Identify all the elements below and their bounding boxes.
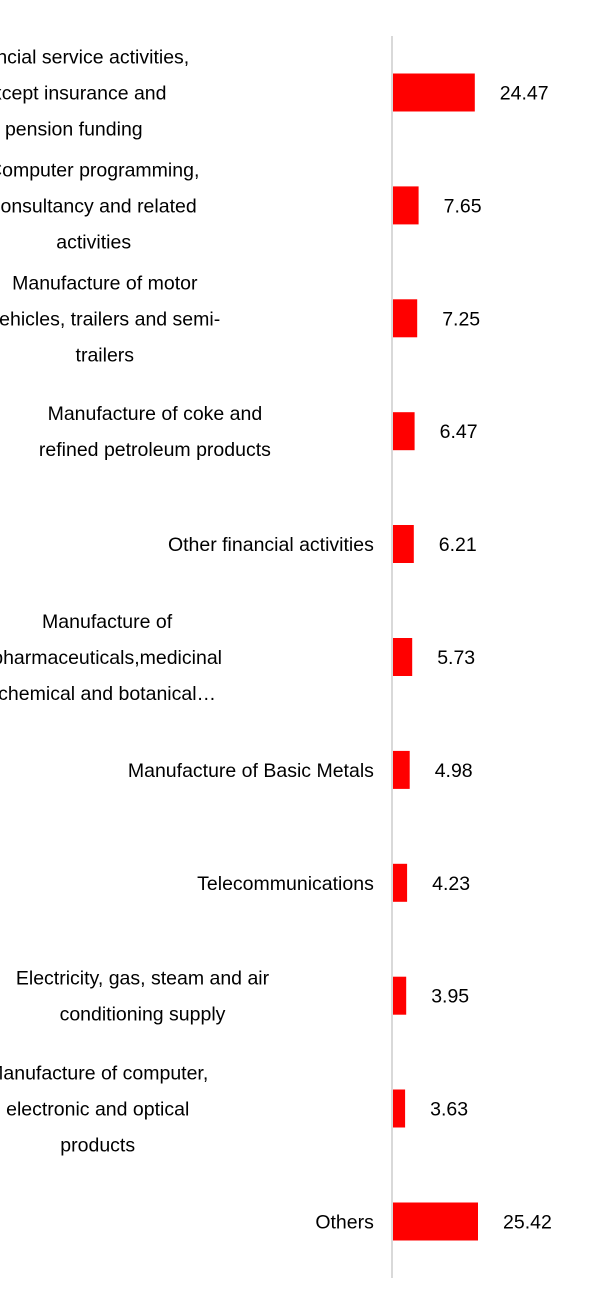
data-label-8: 3.95 bbox=[431, 986, 469, 1008]
category-label-line: products bbox=[60, 1135, 135, 1157]
data-label-10: 25.42 bbox=[503, 1212, 552, 1234]
category-label-line: Manufacture of coke and bbox=[48, 403, 263, 425]
value-labels-layer: 24.47 7.65 7.25 6.47 6.21 5.73 4.98 4.23 3.95 3.6… bbox=[430, 83, 552, 1234]
category-label-1: Computer programming, consultancy and rel… bbox=[0, 159, 199, 253]
category-label-line: trailers bbox=[76, 344, 135, 366]
category-label-line: Computer programming, bbox=[0, 159, 199, 181]
bars-layer bbox=[393, 73, 478, 1241]
category-label-2: Manufacture of motor vehicles, trailers a… bbox=[0, 272, 220, 366]
category-label-line: chemical and botanical… bbox=[0, 683, 216, 705]
category-label-line: Manufacture of Basic Metals bbox=[128, 760, 374, 782]
bar-4 bbox=[393, 525, 414, 563]
category-label-6: Manufacture of Basic Metals bbox=[128, 760, 374, 782]
data-label-9: 3.63 bbox=[430, 1099, 468, 1121]
bar-10 bbox=[393, 1202, 478, 1241]
category-label-line: Financial service activities, bbox=[0, 47, 189, 69]
category-label-line: Other financial activities bbox=[168, 534, 374, 556]
data-label-3: 6.47 bbox=[440, 421, 478, 443]
category-label-line: electronic and optical bbox=[6, 1099, 189, 1121]
bar-9 bbox=[393, 1089, 406, 1128]
category-label-line: conditioning supply bbox=[60, 1004, 226, 1026]
bar-6 bbox=[393, 750, 410, 789]
data-label-1: 7.65 bbox=[444, 195, 482, 217]
category-label-10: Others bbox=[315, 1212, 374, 1234]
category-label-line: activities bbox=[56, 231, 131, 253]
data-label-5: 5.73 bbox=[437, 647, 475, 669]
category-label-9: Manufacture of computer, electronic and o… bbox=[0, 1063, 208, 1157]
category-labels-layer: Financial service activities, except insu… bbox=[0, 47, 374, 1234]
category-label-line: vehicles, trailers and semi- bbox=[0, 308, 220, 330]
category-label-line: Manufacture of bbox=[42, 611, 173, 633]
bar-5 bbox=[393, 638, 413, 676]
category-label-3: Manufacture of coke and refined petroleum… bbox=[39, 403, 271, 461]
data-label-0: 24.47 bbox=[500, 83, 549, 105]
bar-0 bbox=[393, 73, 475, 112]
data-label-4: 6.21 bbox=[439, 534, 477, 556]
bar-2 bbox=[393, 299, 418, 338]
data-label-6: 4.98 bbox=[435, 760, 473, 782]
data-label-2: 7.25 bbox=[442, 308, 480, 330]
category-label-5: Manufacture of pharmaceuticals,medicinal c… bbox=[0, 611, 222, 705]
category-label-4: Other financial activities bbox=[168, 534, 374, 556]
bar-8 bbox=[393, 976, 407, 1015]
category-label-line: Electricity, gas, steam and air bbox=[16, 968, 270, 990]
category-label-line: Manufacture of computer, bbox=[0, 1063, 208, 1085]
category-label-line: pension funding bbox=[5, 118, 143, 140]
category-label-line: Others bbox=[315, 1212, 374, 1234]
category-label-line: pharmaceuticals,medicinal bbox=[0, 647, 222, 669]
category-label-line: consultancy and related bbox=[0, 195, 197, 217]
bar-3 bbox=[393, 412, 415, 451]
category-label-line: refined petroleum products bbox=[39, 439, 271, 461]
data-label-7: 4.23 bbox=[432, 873, 470, 895]
bar-7 bbox=[393, 863, 408, 902]
category-label-7: Telecommunications bbox=[197, 873, 374, 895]
category-label-line: except insurance and bbox=[0, 83, 166, 105]
category-label-line: Manufacture of motor bbox=[12, 272, 198, 294]
category-label-line: Telecommunications bbox=[197, 873, 374, 895]
category-label-0: Financial service activities, except insu… bbox=[0, 47, 189, 141]
bar-1 bbox=[393, 186, 419, 225]
category-label-8: Electricity, gas, steam and air condition… bbox=[16, 968, 270, 1026]
